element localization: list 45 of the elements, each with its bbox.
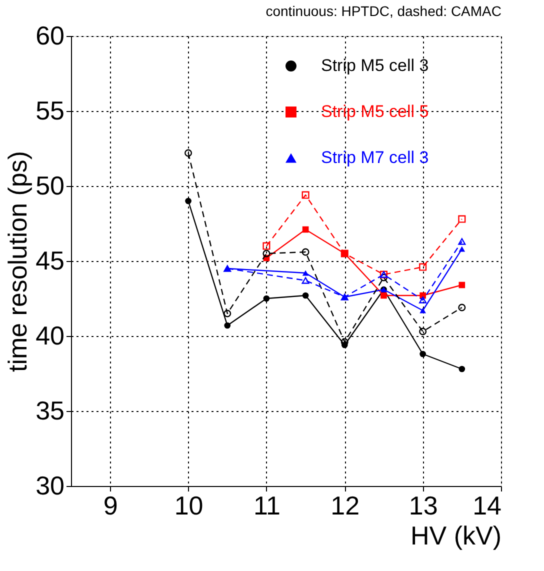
point [458, 238, 466, 245]
x-axis-title: HV (kV) [410, 520, 502, 550]
x-tick-label: 12 [330, 490, 360, 520]
chart-title: continuous: HPTDC, dashed: CAMAC [266, 3, 502, 19]
point [302, 191, 310, 199]
point [380, 274, 388, 282]
point [458, 215, 466, 223]
x-tick-label: 10 [174, 490, 204, 520]
point [420, 308, 426, 314]
point [419, 328, 427, 336]
x-tick-label: 11 [253, 490, 280, 520]
point [380, 292, 387, 299]
point [302, 226, 309, 233]
legend-label: Strip M5 cell 5 [321, 102, 429, 121]
point [419, 263, 427, 271]
y-tick-label: 55 [36, 96, 64, 126]
point [458, 246, 466, 252]
point [302, 270, 309, 276]
legend-label: Strip M7 cell 3 [321, 148, 429, 167]
x-tick-label: 14 [472, 490, 502, 520]
y-tick-label: 45 [36, 246, 64, 276]
y-tick-label: 40 [36, 320, 64, 350]
y-tick-label: 60 [36, 20, 64, 50]
point [302, 292, 309, 299]
legend-label: Strip M5 cell 3 [321, 56, 429, 75]
point [224, 322, 231, 329]
point [224, 310, 232, 318]
x-tick-label: 9 [103, 490, 118, 520]
point [458, 366, 466, 372]
point [184, 149, 192, 157]
point [263, 295, 270, 302]
point [262, 250, 270, 258]
y-tick-label: 35 [36, 396, 64, 426]
point [420, 350, 426, 358]
y-tick-label: 30 [36, 470, 64, 500]
y-axis-title: time resolution (ps) [2, 150, 33, 372]
point [458, 282, 466, 288]
point [185, 198, 192, 204]
x-tick-label: 13 [408, 490, 438, 520]
point [302, 248, 310, 256]
y-tick-label: 50 [36, 170, 64, 200]
point [458, 304, 466, 312]
point [302, 277, 310, 284]
point [262, 242, 270, 250]
point [419, 296, 427, 304]
